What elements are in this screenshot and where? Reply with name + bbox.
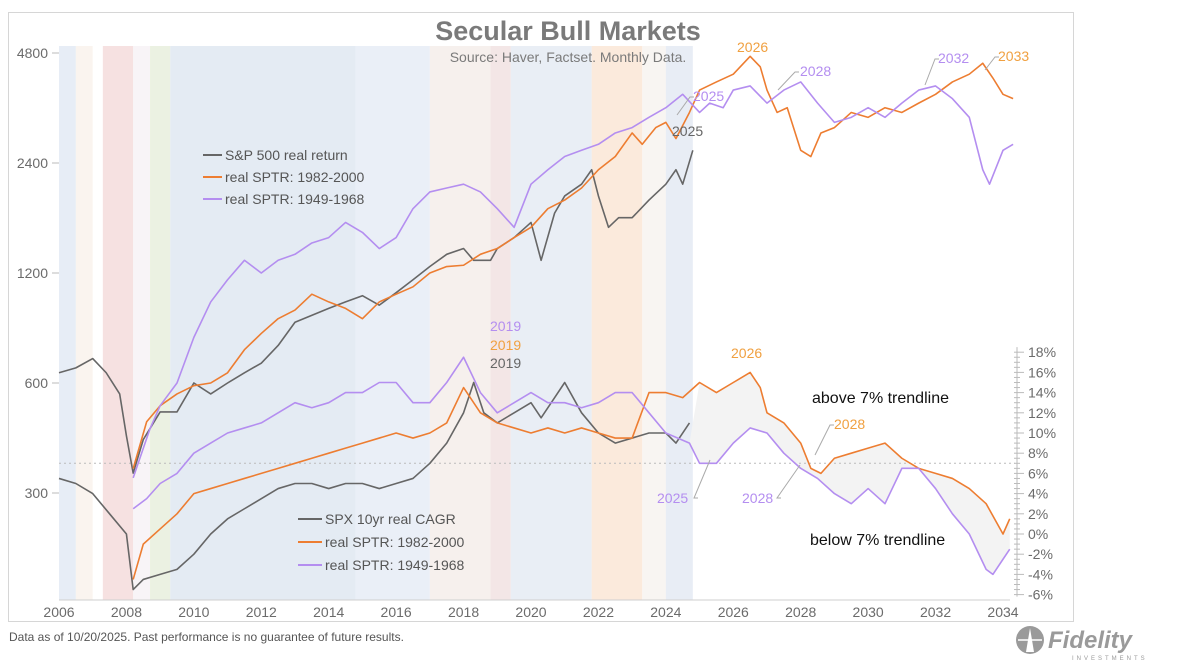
chart-title: Secular Bull Markets: [435, 16, 701, 46]
right-tick-label: 8%: [1028, 445, 1048, 461]
right-tick-label: -6%: [1028, 587, 1053, 603]
x-tick-label: 2016: [381, 604, 412, 620]
right-tick-label: 6%: [1028, 465, 1048, 481]
background-band: [429, 46, 491, 600]
fidelity-logo: Fidelity INVESTMENTS: [1016, 626, 1148, 662]
x-tick-label: 2006: [43, 604, 74, 620]
left-tick-label: 600: [25, 375, 49, 391]
x-tick-label: 2030: [853, 604, 884, 620]
right-tick-label: 2%: [1028, 506, 1048, 522]
right-tick-label: 10%: [1028, 425, 1056, 441]
annotation-label: 2033: [998, 48, 1029, 64]
x-tick-label: 2018: [448, 604, 479, 620]
background-band: [490, 46, 511, 600]
chart-subtitle: Source: Haver, Factset. Monthly Data.: [450, 49, 687, 65]
annotation-leader: [676, 96, 694, 116]
annotation-leader: [776, 464, 801, 499]
legend-label: SPX 10yr real CAGR: [325, 511, 456, 527]
legend-label: real SPTR: 1982-2000: [325, 534, 465, 550]
background-band: [102, 46, 134, 600]
background-band: [665, 46, 693, 600]
annotation-label: 2019: [490, 337, 521, 353]
top-legend: S&P 500 real return real SPTR: 1982-2000…: [203, 147, 365, 207]
annotation-label: 2032: [938, 50, 969, 66]
annotation-label: 2028: [834, 416, 865, 432]
bottom-series-real-sptr-1982-2000: [132, 371, 1011, 580]
bottom-series-spx-10yr-real-cagr: [58, 381, 691, 591]
left-tick-label: 300: [25, 485, 49, 501]
annotation-label: 2025: [693, 88, 724, 104]
x-tick-label: 2028: [785, 604, 816, 620]
annotation-leader: [814, 424, 834, 456]
right-tick-label: 16%: [1028, 364, 1056, 380]
annotation-label: above 7% trendline: [812, 390, 949, 407]
x-tick-label: 2012: [246, 604, 277, 620]
chart-frame: [8, 12, 1074, 622]
annotation-label: 2026: [731, 345, 762, 361]
legend-label: real SPTR: 1949-1968: [325, 557, 465, 573]
series-lines: [58, 55, 1014, 591]
x-tick-label: 2032: [920, 604, 951, 620]
svg-text:INVESTMENTS: INVESTMENTS: [1072, 656, 1148, 662]
svg-text:Fidelity: Fidelity: [1048, 627, 1134, 654]
background-bands: [59, 46, 693, 600]
bottom-legend: SPX 10yr real CAGR real SPTR: 1982-2000 …: [298, 511, 465, 573]
legend-label: real SPTR: 1949-1968: [225, 191, 365, 207]
x-tick-label: 2022: [583, 604, 614, 620]
right-tick-label: 12%: [1028, 405, 1056, 421]
annotation-leader: [924, 58, 939, 86]
annotation-leader: [984, 56, 999, 71]
left-tick-label: 1200: [17, 265, 48, 281]
left-tick-label: 2400: [17, 155, 48, 171]
axes: 2006 2008 2010 2012 2014 2016 2018 2020 2022 2024…: [17, 45, 1056, 620]
background-band: [642, 46, 666, 600]
annotation-label: 2028: [742, 490, 773, 506]
background-band: [133, 46, 151, 600]
gap-fill: [689, 372, 1010, 575]
background-band: [150, 46, 171, 600]
disclaimer: Data as of 10/20/2025. Past performance …: [9, 630, 404, 644]
annotation-label: 2026: [737, 39, 768, 55]
annotation-leader: [693, 459, 711, 499]
background-band: [75, 46, 93, 600]
right-tick-label: 14%: [1028, 385, 1056, 401]
logo-pyramid-icon: [1016, 626, 1044, 654]
annotation-label: 2028: [800, 63, 831, 79]
x-tick-label: 2020: [515, 604, 546, 620]
x-tick-label: 2024: [650, 604, 681, 620]
annotation-label: below 7% trendline: [810, 532, 945, 549]
right-tick-label: -4%: [1028, 566, 1053, 582]
x-tick-label: 2026: [718, 604, 749, 620]
annotation-label: 2025: [672, 123, 703, 139]
left-tick-label: 4800: [17, 45, 48, 61]
background-band: [591, 46, 643, 600]
background-band: [355, 46, 430, 600]
x-tick-label: 2008: [111, 604, 142, 620]
top-series-real-sptr-1982-2000: [132, 55, 1014, 469]
annotations: 2026 2028 2032 2033 2025 2025 2019 2019 2019 2026…: [490, 39, 1029, 549]
right-tick-label: 4%: [1028, 486, 1048, 502]
annotation-leader: [777, 71, 799, 91]
annotation-label: 2019: [490, 355, 521, 371]
x-tick-label: 2034: [987, 604, 1018, 620]
top-series-real-sptr-1949-1968: [132, 81, 1014, 479]
bottom-series-real-sptr-1949-1968: [132, 356, 1011, 576]
legend-label: S&P 500 real return: [225, 147, 348, 163]
right-tick-label: 0%: [1028, 526, 1048, 542]
background-band: [510, 46, 592, 600]
right-tick-label: -2%: [1028, 546, 1053, 562]
x-tick-label: 2010: [178, 604, 209, 620]
trendline-gap-fill: [689, 372, 1010, 575]
annotation-label: 2019: [490, 318, 521, 334]
legend-label: real SPTR: 1982-2000: [225, 169, 365, 185]
x-tick-label: 2014: [313, 604, 344, 620]
background-band: [59, 46, 76, 600]
right-tick-label: 18%: [1028, 344, 1056, 360]
annotation-label: 2025: [657, 490, 688, 506]
